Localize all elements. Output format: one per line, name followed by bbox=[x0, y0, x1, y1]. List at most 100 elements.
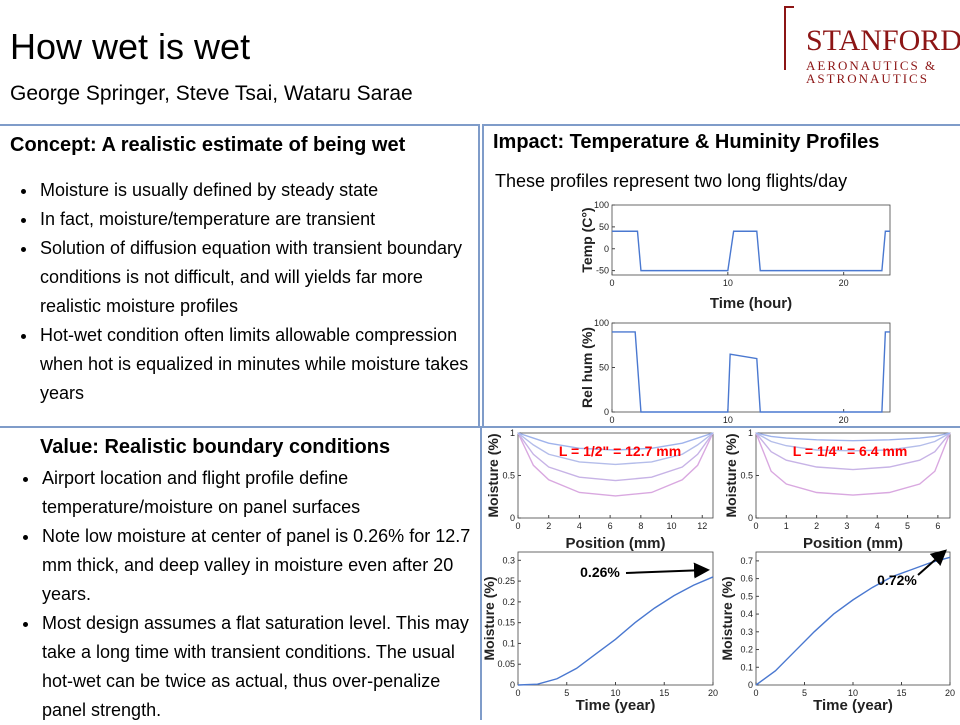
y-tick-label: 0 bbox=[748, 513, 753, 523]
chart: 0 50 100 0 10 20 Rel hum (%) bbox=[579, 318, 891, 425]
data-line bbox=[755, 432, 951, 452]
x-tick-label: 0 bbox=[609, 278, 614, 288]
y-tick-label: 0 bbox=[604, 244, 609, 254]
bullet: Solution of diffusion equation with tran… bbox=[38, 234, 478, 321]
value-heading: Value: Realistic boundary conditions bbox=[40, 436, 391, 458]
y-tick-label: 1 bbox=[748, 428, 753, 438]
x-axis-label: Time (hour) bbox=[710, 295, 792, 312]
y-tick-label: 0.4 bbox=[740, 609, 753, 619]
annotation: 0.26% bbox=[580, 564, 620, 580]
x-axis-label: Position (mm) bbox=[566, 535, 666, 552]
x-tick-label: 6 bbox=[935, 521, 940, 531]
x-tick-label: 3 bbox=[844, 521, 849, 531]
y-tick-label: 100 bbox=[594, 200, 609, 210]
impact-caption: These profiles represent two long flight… bbox=[495, 171, 848, 191]
logo-mark bbox=[784, 6, 794, 70]
annotation: L = 1/4" = 6.4 mm bbox=[793, 443, 908, 459]
y-tick-label: 50 bbox=[599, 222, 609, 232]
x-tick-label: 10 bbox=[723, 415, 733, 425]
x-tick-label: 20 bbox=[839, 415, 849, 425]
logo-name: STANFORD bbox=[806, 24, 960, 57]
x-tick-label: 5 bbox=[564, 688, 569, 698]
y-axis-label: Rel hum (%) bbox=[579, 327, 595, 408]
x-axis-label: Position (mm) bbox=[803, 535, 903, 552]
concept-list: Moisture is usually defined by steady st… bbox=[0, 176, 478, 408]
y-tick-label: 0.5 bbox=[740, 471, 753, 481]
data-line bbox=[755, 556, 951, 686]
plot-area bbox=[517, 432, 714, 519]
y-axis-label: Moisture (%) bbox=[723, 434, 739, 518]
logo-line: ASTRONAUTICS bbox=[806, 71, 929, 86]
x-tick-label: 0 bbox=[753, 521, 758, 531]
y-axis-label: Moisture (%) bbox=[485, 434, 501, 518]
annotation: 0.72% bbox=[877, 572, 917, 588]
x-tick-label: 15 bbox=[659, 688, 669, 698]
annotation: L = 1/2" = 12.7 mm bbox=[559, 443, 681, 459]
plot-area bbox=[611, 204, 891, 276]
y-tick-label: 0 bbox=[510, 680, 515, 690]
x-tick-label: 20 bbox=[839, 278, 849, 288]
x-tick-label: 0 bbox=[515, 521, 520, 531]
x-tick-label: 8 bbox=[638, 521, 643, 531]
data-line bbox=[517, 432, 714, 451]
value-list: Airport location and flight profile defi… bbox=[2, 464, 478, 725]
arrow bbox=[625, 562, 710, 579]
x-tick-label: 15 bbox=[896, 688, 906, 698]
data-line bbox=[755, 432, 951, 471]
y-tick-label: 0 bbox=[510, 513, 515, 523]
divider bbox=[480, 426, 482, 720]
x-axis-label: Time (year) bbox=[813, 697, 893, 714]
x-tick-label: 0 bbox=[515, 688, 520, 698]
x-tick-label: 4 bbox=[577, 521, 582, 531]
authors: George Springer, Steve Tsai, Wataru Sara… bbox=[10, 82, 413, 105]
x-tick-label: 0 bbox=[753, 688, 758, 698]
data-line bbox=[612, 331, 890, 413]
x-tick-label: 1 bbox=[784, 521, 789, 531]
data-line bbox=[517, 576, 714, 686]
logo: STANFORD AERONAUTICS & ASTRONAUTICS bbox=[784, 4, 960, 85]
y-tick-label: 0.2 bbox=[740, 645, 753, 655]
x-tick-label: 20 bbox=[708, 688, 718, 698]
x-tick-label: 10 bbox=[610, 688, 620, 698]
y-tick-label: 0 bbox=[748, 680, 753, 690]
plot-area bbox=[611, 322, 891, 413]
y-tick-label: 0.1 bbox=[740, 662, 753, 672]
arrow bbox=[917, 549, 947, 576]
bullet: In fact, moisture/temperature are transi… bbox=[38, 205, 478, 234]
y-tick-label: 0.5 bbox=[740, 591, 753, 601]
x-tick-label: 20 bbox=[945, 688, 955, 698]
x-tick-label: 10 bbox=[723, 278, 733, 288]
data-line bbox=[612, 230, 890, 272]
bullet: Hot-wet condition often limits allowable… bbox=[38, 321, 478, 408]
x-tick-label: 10 bbox=[848, 688, 858, 698]
data-line bbox=[517, 432, 714, 466]
x-tick-label: 2 bbox=[546, 521, 551, 531]
y-tick-label: 0.25 bbox=[497, 576, 515, 586]
y-tick-label: 100 bbox=[594, 318, 609, 328]
y-axis-label: Temp (C°) bbox=[579, 207, 595, 272]
chart: 0 0.5 1 0 1 2 3 4 5 6 Moisture (%) Position (mm) L =… bbox=[723, 428, 951, 552]
bullet: Most design assumes a flat saturation le… bbox=[40, 609, 478, 725]
concept-heading: Concept: A realistic estimate of being w… bbox=[10, 134, 406, 156]
x-tick-label: 5 bbox=[802, 688, 807, 698]
y-tick-label: -50 bbox=[596, 266, 609, 276]
data-line bbox=[517, 432, 714, 482]
plot-area bbox=[517, 551, 714, 686]
bullet: Moisture is usually defined by steady st… bbox=[38, 176, 478, 205]
x-tick-label: 4 bbox=[875, 521, 880, 531]
y-tick-label: 0.3 bbox=[740, 627, 753, 637]
y-tick-label: 0.7 bbox=[740, 556, 753, 566]
plot-area bbox=[755, 432, 951, 519]
x-tick-label: 10 bbox=[667, 521, 677, 531]
chart: 0 0.1 0.2 0.3 0.4 0.5 0.6 0.7 0 5 10 15 20 Moisture (… bbox=[719, 549, 955, 714]
x-tick-label: 0 bbox=[609, 415, 614, 425]
y-tick-label: 0.5 bbox=[502, 471, 515, 481]
y-tick-label: 0.15 bbox=[497, 618, 515, 628]
x-tick-label: 6 bbox=[608, 521, 613, 531]
x-tick-label: 5 bbox=[905, 521, 910, 531]
logo-line: AERONAUTICS & bbox=[806, 58, 938, 73]
chart: 0 0.05 0.1 0.15 0.2 0.25 0.3 0 5 10 15 20 Moisture (… bbox=[481, 551, 718, 714]
